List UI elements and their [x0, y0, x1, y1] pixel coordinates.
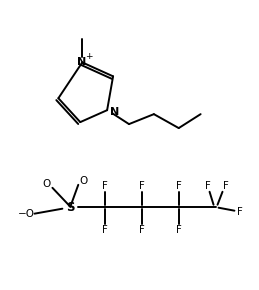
Text: N: N [77, 57, 86, 67]
Text: F: F [176, 181, 182, 191]
Text: F: F [102, 181, 108, 191]
Text: F: F [139, 181, 145, 191]
Text: F: F [222, 181, 228, 191]
Text: −O: −O [18, 209, 35, 219]
Text: F: F [176, 224, 182, 235]
Text: N: N [110, 107, 120, 117]
Text: F: F [236, 207, 242, 217]
Text: O: O [79, 176, 87, 186]
Text: +: + [85, 52, 93, 61]
Text: F: F [102, 224, 108, 235]
Text: S: S [66, 201, 75, 214]
Text: F: F [139, 224, 145, 235]
Text: O: O [42, 179, 51, 189]
Text: F: F [205, 181, 211, 191]
